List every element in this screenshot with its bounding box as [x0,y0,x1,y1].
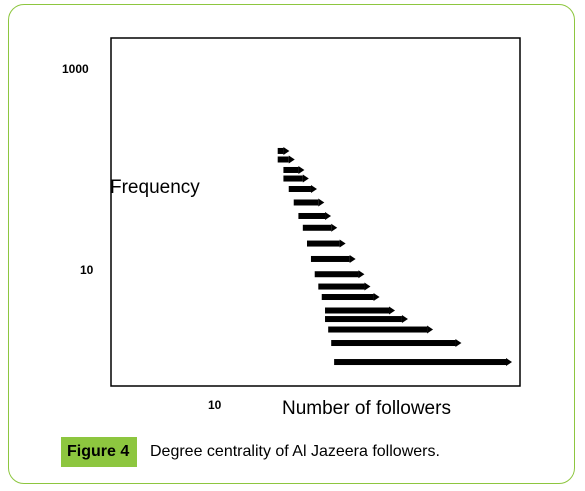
data-point [389,306,396,315]
data-point-band [321,294,374,301]
figure-tag: Figure 4 [61,437,137,467]
data-point [401,315,408,324]
data-markers [277,146,512,367]
data-point [349,254,356,263]
data-point-band [277,147,284,154]
y-axis-label: Frequency [110,177,200,198]
data-point [455,339,462,348]
data-point [364,282,371,291]
data-point [331,223,338,232]
data-point [373,293,380,302]
data-point-band [288,185,311,192]
data-point [318,198,325,207]
data-point [506,358,512,367]
data-point-band [283,166,299,173]
data-point-band [310,255,350,262]
plot-area-border [110,37,521,387]
data-point-band [314,271,359,278]
data-point-band [325,307,390,314]
data-point [310,184,317,193]
data-point-band [331,340,456,347]
data-point-band [298,212,326,219]
data-point [283,146,290,155]
data-point [325,211,332,220]
data-point [302,174,309,183]
figure-frame [8,4,575,484]
data-point [339,239,346,248]
x-axis-label: Number of followers [282,398,451,419]
data-point-band [328,326,428,333]
data-point-band [283,175,303,182]
data-point-band [318,283,365,290]
data-point [358,270,365,279]
data-point-band [293,199,319,206]
figure-tag-label: Figure 4 [67,443,130,460]
data-point-band [306,240,340,247]
data-point [427,325,434,334]
data-point-band [302,224,332,231]
ytick-label-1000: 1000 [62,62,89,76]
ytick-mask-top [60,60,95,80]
ytick-label-10: 10 [80,263,94,277]
data-point [288,155,295,164]
xtick-label-10: 10 [208,398,222,412]
data-point-band [277,156,289,163]
data-point-band [334,359,506,366]
data-point [298,165,305,174]
data-point-band [325,316,402,323]
figure-caption: Degree centrality of Al Jazeera follower… [150,443,440,460]
